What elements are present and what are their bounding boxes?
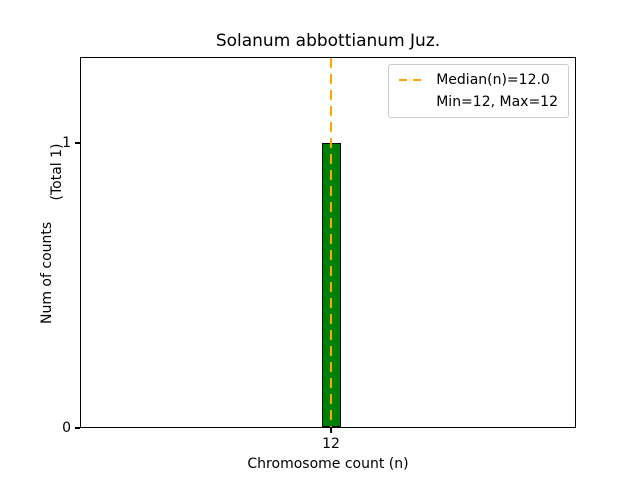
x-tick-label-12: 12 <box>322 436 340 452</box>
y-tick-mark <box>75 141 80 144</box>
y-tick-label-1: 1 <box>62 134 71 151</box>
plot-area: Median(n)=12.0 Min=12, Max=12 <box>80 57 576 428</box>
chart-title: Solanum abbottianum Juz. <box>215 31 441 51</box>
legend-label-median: Median(n)=12.0 <box>436 72 550 88</box>
legend-handle-none <box>399 101 426 103</box>
legend-entry-median: Median(n)=12.0 <box>399 72 558 88</box>
legend: Median(n)=12.0 Min=12, Max=12 <box>388 64 569 118</box>
y-tick-label-0: 0 <box>62 420 71 436</box>
y-axis-ticks: 1 0 <box>0 57 80 436</box>
y-tick-1: 1 <box>62 135 80 151</box>
dashed-line-icon <box>399 79 427 81</box>
y-axis-label: Num of counts <box>39 221 55 324</box>
y-axis-total-label: (Total 1) <box>49 143 65 201</box>
legend-entry-minmax: Min=12, Max=12 <box>399 94 558 110</box>
x-tick-12: 12 <box>322 428 340 452</box>
y-tick-mark <box>75 427 80 429</box>
y-tick-0: 0 <box>62 420 80 436</box>
x-tick-mark <box>329 428 332 433</box>
legend-label-minmax: Min=12, Max=12 <box>436 94 558 110</box>
x-axis-label: Chromosome count (n) <box>247 456 409 472</box>
median-line <box>330 58 332 427</box>
